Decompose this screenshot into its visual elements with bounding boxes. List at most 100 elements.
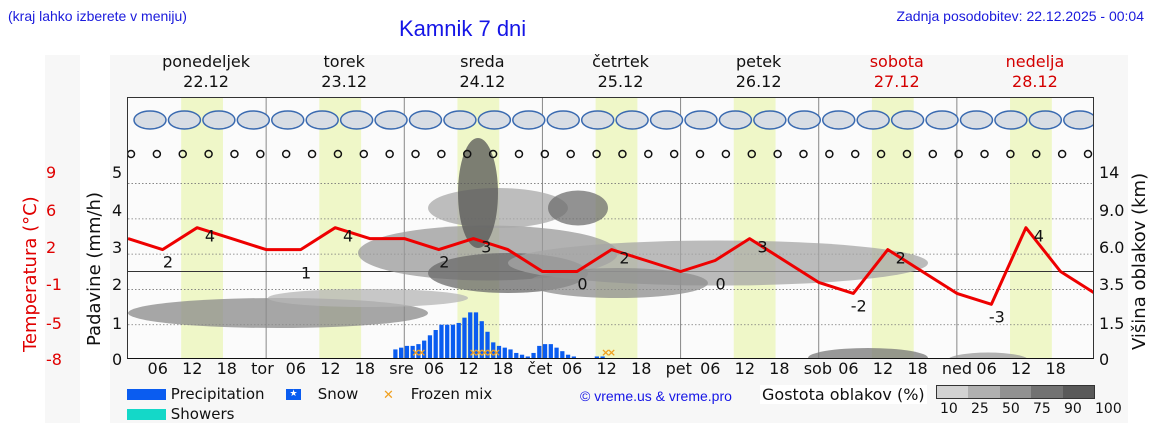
- day-label-4: petek 26.12: [699, 52, 819, 92]
- precip-bar: [496, 345, 502, 358]
- cloud-density-area: [268, 289, 468, 307]
- daylight-band: [595, 98, 638, 358]
- precip-bar: [502, 347, 507, 358]
- day-date: 22.12: [183, 72, 229, 91]
- cloud-height-tick: 6.0: [1099, 238, 1125, 257]
- weather-icon: [546, 110, 580, 130]
- temp-tick: -8: [46, 350, 62, 369]
- temp-min-label: 0: [577, 274, 587, 293]
- legend-snow-label: Snow: [317, 385, 359, 403]
- day-date: 27.12: [873, 72, 920, 91]
- region-menu-hint[interactable]: (kraj lahko izberete v meniju): [8, 8, 187, 24]
- precip-bar: [456, 322, 461, 358]
- cloud-height-tick: 9.0: [1099, 201, 1125, 220]
- temp-max-label: 3: [481, 238, 491, 257]
- weather-icon: [133, 110, 167, 130]
- temp-max-label: 3: [757, 238, 767, 257]
- day-name: torek: [323, 52, 365, 71]
- weather-icon: [890, 110, 925, 130]
- temp-min-label: -3: [989, 307, 1005, 326]
- cloud-height-axis-title: Višina oblakov (km): [1129, 172, 1150, 350]
- cloud-density-title: Gostota oblakov (%): [760, 385, 927, 404]
- copyright-link[interactable]: © vreme.us & vreme.pro: [580, 388, 732, 404]
- x-tick: sre: [389, 359, 414, 378]
- wind-calm-icon: [411, 149, 420, 159]
- cloud-scale-label: 25: [971, 401, 989, 417]
- precip-bar: [583, 358, 587, 359]
- wind-calm-icon: [980, 149, 989, 159]
- x-tick: 12: [872, 359, 894, 378]
- precip-bar: [479, 321, 484, 358]
- precip-bar: [525, 356, 530, 358]
- day-label-6: nedelja 28.12: [975, 52, 1095, 92]
- snow-icon: ★: [286, 389, 301, 400]
- precip-bar: [439, 324, 444, 358]
- temp-tick: -1: [46, 275, 62, 294]
- precip-tick: 2: [112, 275, 123, 294]
- wind-calm-icon: [850, 149, 860, 159]
- x-tick: 06: [147, 359, 168, 378]
- day-label-0: ponedeljek 22.12: [146, 52, 266, 92]
- precip-bar: [450, 324, 456, 358]
- cloud-density-scale: [936, 385, 1095, 399]
- wind-calm-icon: [540, 149, 550, 159]
- precip-bar: [514, 352, 519, 358]
- legend-frozen-mix-label: Frozen mix: [410, 385, 493, 403]
- wind-calm-icon: [281, 149, 291, 159]
- weather-icon: [443, 110, 477, 130]
- temp-tick: 9: [46, 163, 57, 182]
- precip-bar: [462, 317, 467, 358]
- precip-bar: [404, 345, 410, 358]
- x-tick: 18: [354, 359, 376, 378]
- cloud-density-area: [428, 188, 568, 228]
- x-tick: 06: [561, 359, 583, 378]
- x-tick: 18: [631, 359, 652, 378]
- frozen-mix-marker: ×: [469, 346, 478, 359]
- weather-icon: [236, 110, 271, 130]
- cloud-height-tick: 1.5: [1099, 314, 1125, 333]
- wind-calm-icon: [876, 149, 886, 159]
- x-tick: 12: [1010, 359, 1032, 378]
- day-name: nedelja: [1005, 52, 1065, 71]
- precip-bar: [416, 344, 421, 358]
- wind-calm-icon: [721, 149, 731, 159]
- day-label-1: torek 23.12: [284, 52, 404, 92]
- weather-icon: [856, 110, 890, 130]
- wind-calm-icon: [1032, 149, 1041, 159]
- temp-axis-panel: [45, 55, 80, 423]
- x-tick: 06: [285, 359, 307, 378]
- precip-bar: [594, 356, 599, 358]
- precip-bar: [600, 356, 605, 358]
- wind-calm-icon: [618, 149, 627, 159]
- frozen-mix-marker: ×: [486, 346, 495, 359]
- x-tick: 18: [769, 359, 790, 378]
- weather-icon: [167, 110, 202, 130]
- legend-showers: Showers: [127, 405, 234, 423]
- x-tick: 12: [458, 359, 479, 378]
- wind-calm-icon: [1083, 149, 1093, 159]
- cloud-density-area: [528, 268, 708, 298]
- precip-bar: [422, 340, 427, 358]
- wind-calm-icon: [928, 149, 938, 159]
- precip-tick: 3: [112, 238, 123, 257]
- wind-calm-icon: [128, 149, 136, 159]
- wind-calm-icon: [256, 149, 265, 159]
- wind-calm-icon: [799, 149, 808, 159]
- day-label-3: četrtek 25.12: [561, 52, 681, 92]
- wind-calm-icon: [902, 149, 912, 159]
- legend-precipitation: Precipitation: [127, 385, 265, 403]
- day-name: ponedeljek: [162, 52, 251, 71]
- wind-calm-icon: [230, 149, 239, 159]
- precip-tick: 0: [112, 350, 123, 369]
- weather-icon: [821, 110, 856, 130]
- wind-calm-icon: [773, 149, 782, 159]
- weather-icon: [718, 110, 753, 130]
- wind-calm-icon: [385, 149, 394, 159]
- cloud-height-tick: 14: [1099, 163, 1120, 182]
- temp-axis-title: Temperatura (°C): [20, 196, 41, 352]
- last-update: Zadnja posodobitev: 22.12.2025 - 00:04: [896, 8, 1144, 24]
- weather-icon: [615, 110, 649, 130]
- weather-icon: [994, 110, 1028, 130]
- x-tick: 18: [907, 359, 928, 378]
- cloud-density-area: [548, 190, 608, 226]
